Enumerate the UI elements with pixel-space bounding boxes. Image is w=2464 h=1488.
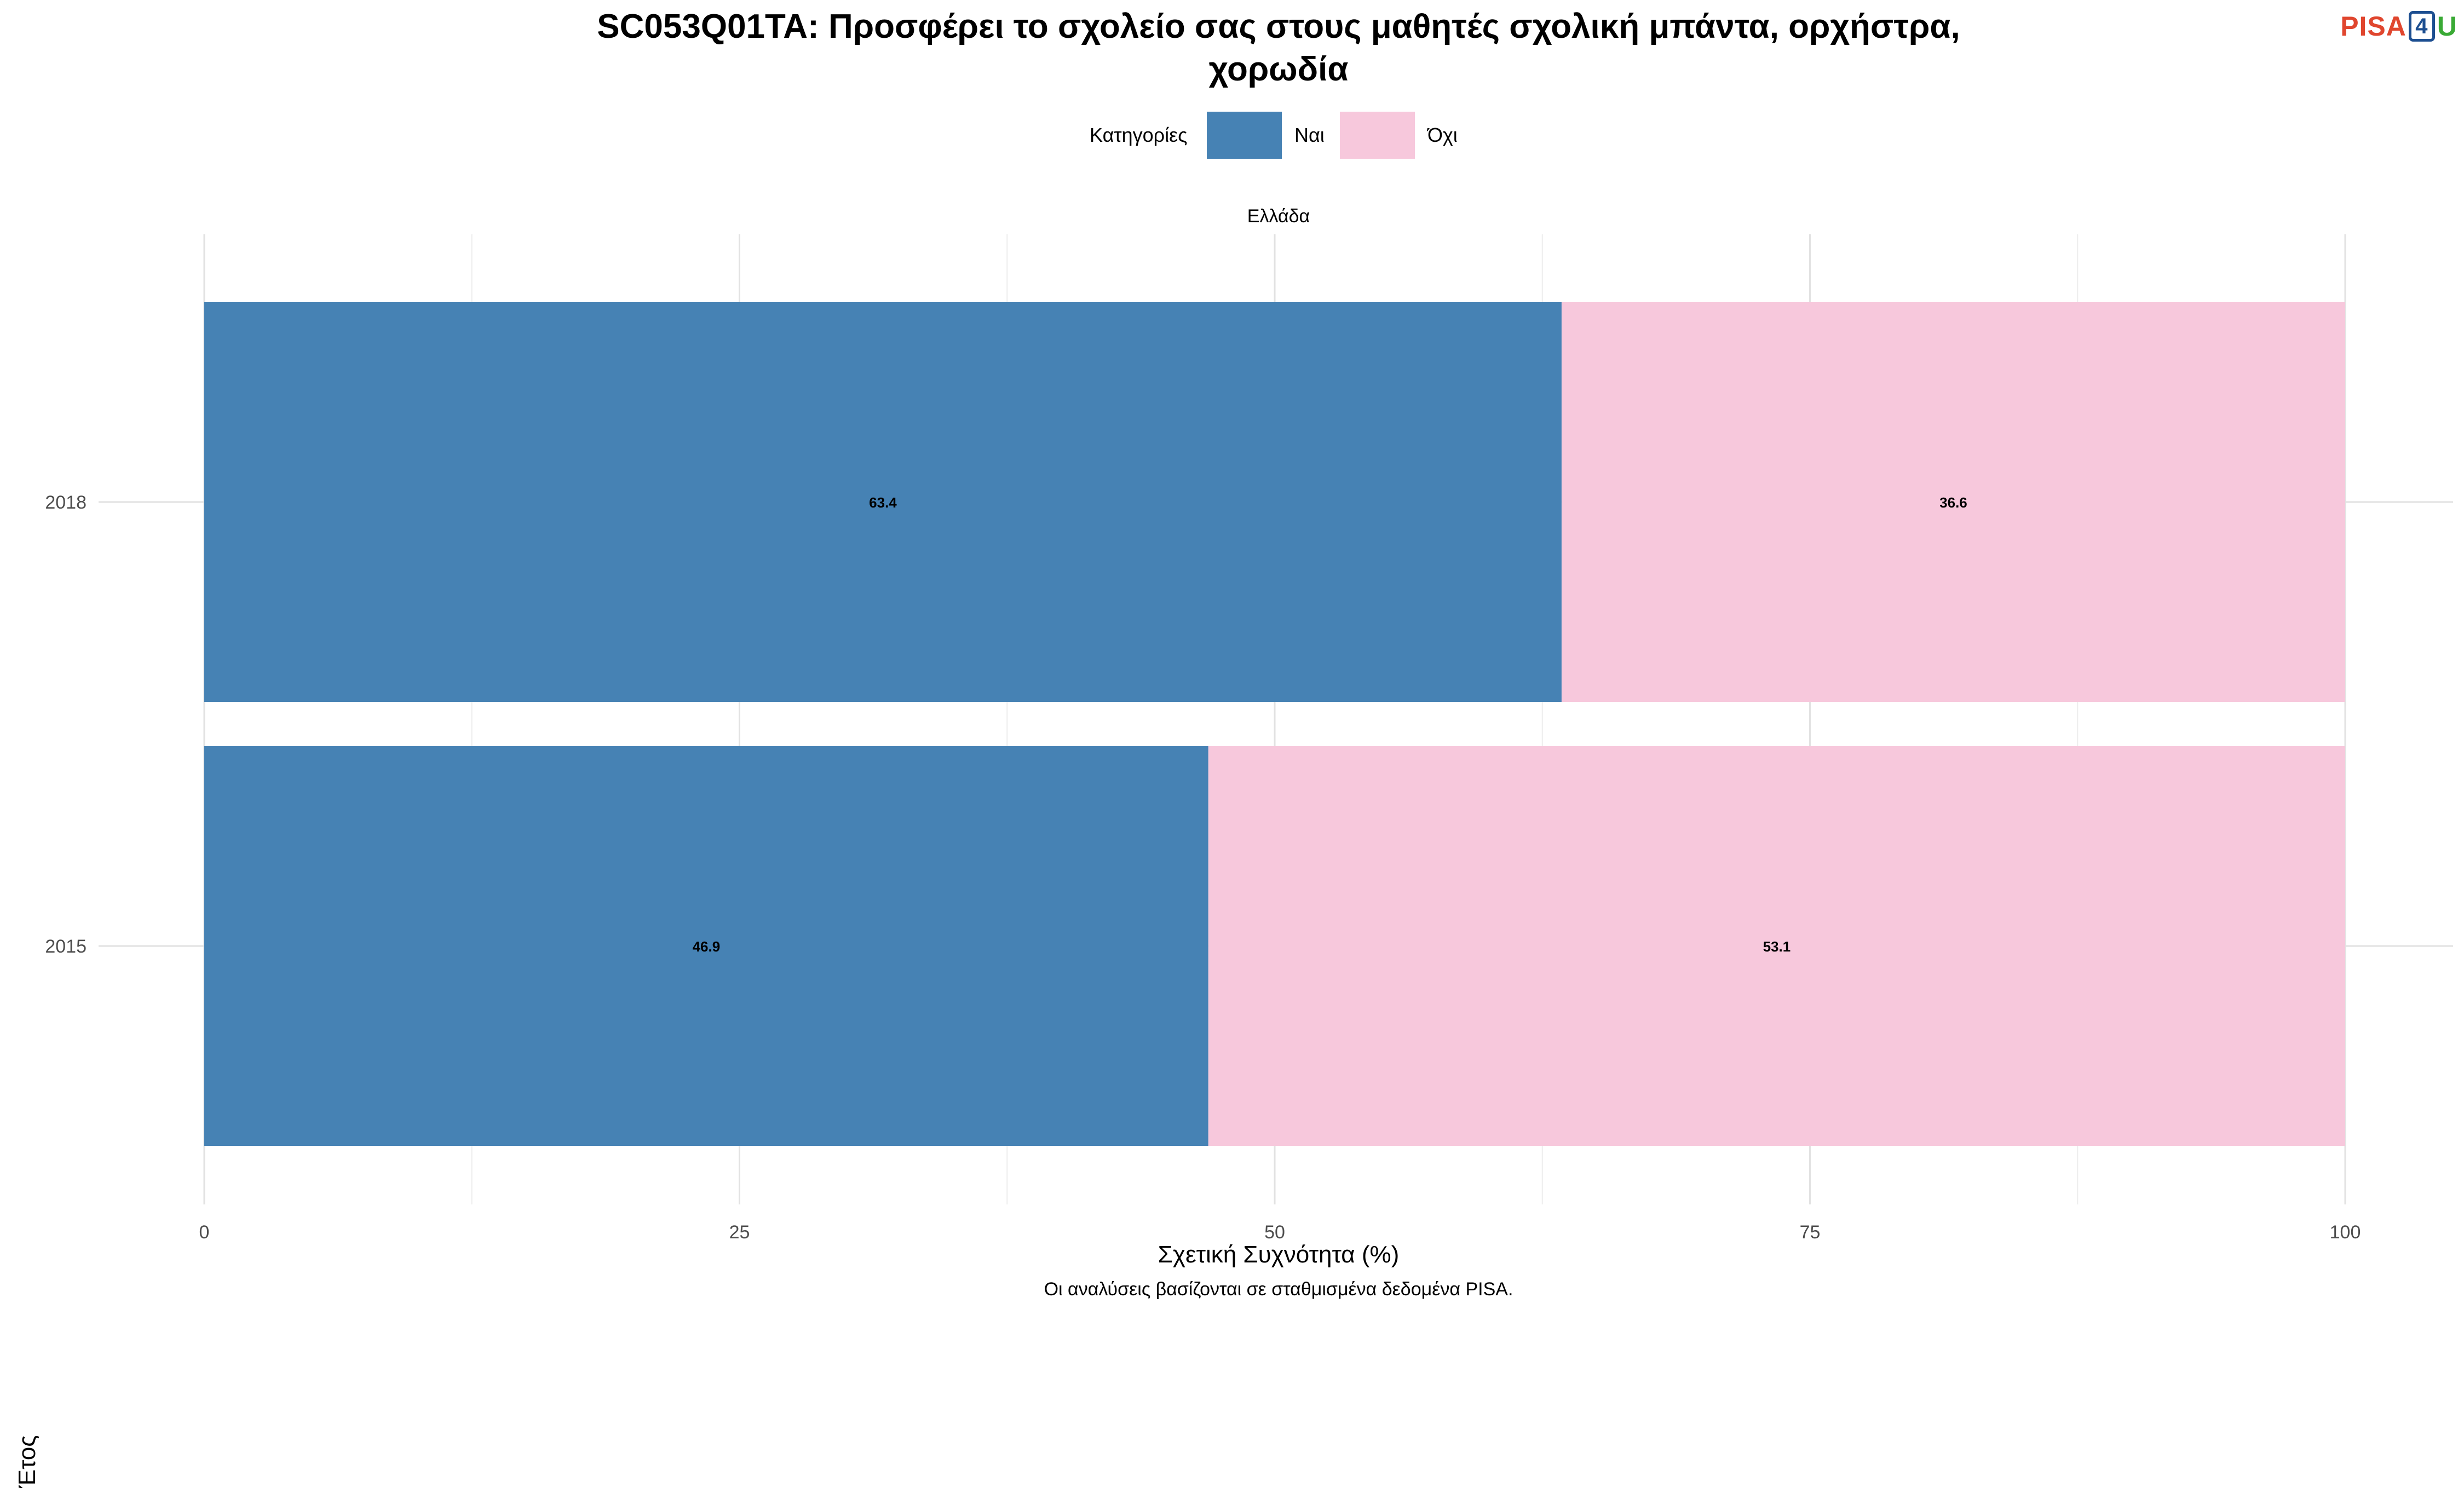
x-axis-title: Σχετική Συχνότητα (%) — [1158, 1241, 1400, 1268]
logo-text-pisa: PISA — [2340, 11, 2407, 42]
chart-title-line-2: χορωδία — [1208, 50, 1349, 88]
data-label-2018-no: 36.6 — [1939, 494, 1967, 511]
data-label-2018-yes: 63.4 — [869, 494, 897, 511]
logo-text-four: 4 — [2408, 11, 2435, 42]
pisa4u-logo: PISA 4 U — [2340, 10, 2457, 43]
legend-title: Κατηγορίες — [1090, 124, 1188, 146]
bar-2015-no — [1208, 746, 2345, 1146]
legend-key-no — [1340, 112, 1415, 159]
bar-2018-yes — [204, 302, 1562, 702]
y-axis-title: Έτος — [14, 1435, 41, 1488]
x-tick-label-100: 100 — [2330, 1222, 2361, 1243]
bar-2015-yes — [204, 746, 1208, 1146]
legend-label-no: Όχι — [1427, 124, 1458, 146]
y-tick-label-2018: 2018 — [45, 492, 87, 513]
bar-2018-no — [1561, 302, 2345, 702]
x-tick-label-0: 0 — [199, 1222, 210, 1243]
data-label-2015-no: 53.1 — [1763, 938, 1791, 955]
chart-title: SC053Q01TA: Προσφέρει το σχολείο σας στο… — [0, 5, 2464, 91]
bar-chart: 63.4 36.6 2018 46.9 53.1 2015 0 25 50 75 100 — [45, 234, 2453, 1243]
y-tick-label-2015: 2015 — [45, 936, 87, 957]
logo-text-u: U — [2437, 11, 2457, 42]
caption: Οι αναλύσεις βασίζονται σε σταθμισμένα δ… — [1044, 1279, 1513, 1300]
facet-label: Ελλάδα — [1247, 206, 1310, 227]
data-label-2015-yes: 46.9 — [693, 938, 721, 955]
x-tick-label-75: 75 — [1800, 1222, 1821, 1243]
x-tick-label-50: 50 — [1264, 1222, 1285, 1243]
legend-label-yes: Ναι — [1294, 124, 1325, 146]
x-tick-label-25: 25 — [729, 1222, 750, 1243]
legend-key-yes — [1207, 112, 1282, 159]
legend: Κατηγορίες Ναι Όχι — [0, 112, 2464, 159]
chart-title-line-1: SC053Q01TA: Προσφέρει το σχολείο σας στο… — [597, 8, 1960, 45]
